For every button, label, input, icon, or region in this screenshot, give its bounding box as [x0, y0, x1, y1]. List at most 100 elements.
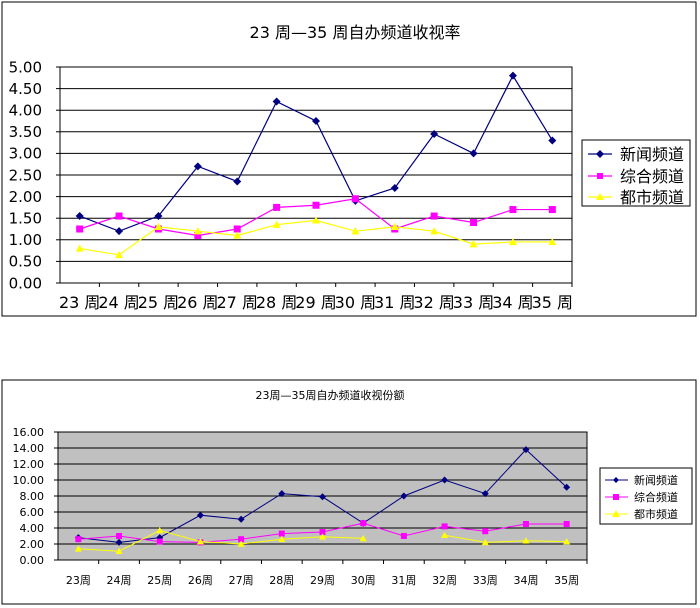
chart1-series-1-point	[312, 201, 320, 209]
chart1-series-0-point	[154, 212, 163, 221]
chart2-x-tick-label: 35周	[554, 574, 579, 587]
chart2-series-2-point	[522, 537, 530, 544]
chart1-series-2-point	[508, 237, 517, 246]
chart1-series-1-point	[548, 206, 556, 214]
chart2-series-1-point	[238, 536, 245, 543]
chart1-series-2-point	[548, 237, 557, 246]
chart1-y-tick-label: 0.00	[9, 274, 42, 292]
chart2-series-0-point	[319, 493, 326, 501]
chart1-series-2-point	[75, 244, 84, 252]
chart2-y-tick-label: 4.00	[20, 522, 45, 535]
chart2-y-tick-label: 0.00	[20, 554, 45, 567]
chart2-y-tick-label: 2.00	[20, 538, 45, 551]
chart2-y-tick-label: 12.00	[13, 458, 45, 471]
chart1-series-2-point	[351, 227, 360, 235]
chart2-series-2-point	[115, 547, 123, 554]
chart1-x-tick-label: 26 周	[177, 293, 218, 312]
chart2-series-1-point	[278, 530, 285, 537]
chart2-y-tick-label: 6.00	[20, 506, 45, 519]
chart2-x-tick-label: 32周	[432, 574, 457, 587]
chart2-x-tick-label: 23周	[66, 574, 91, 587]
chart1-legend-triangle-icon	[596, 193, 604, 200]
chart2-series-1-point	[319, 529, 326, 535]
chart1-y-tick-label: 0.50	[9, 253, 42, 271]
chart2-series-0-point	[522, 446, 530, 454]
chart2-x-tick-label: 31周	[391, 574, 416, 587]
chart2-series-0-point	[441, 476, 449, 484]
chart2-series-2-point	[563, 538, 571, 545]
chart2-series-2-point	[196, 538, 204, 545]
chart1-x-tick-label: 31 周	[374, 293, 415, 312]
chart1-series-1-point	[194, 231, 202, 239]
chart2-series-2-point	[319, 533, 326, 540]
chart2-x-tick-label: 26周	[188, 574, 213, 587]
chart1-x-tick-label: 35 周	[532, 293, 573, 312]
chart1-series-2-point	[193, 227, 202, 235]
chart1-series-1-point	[351, 195, 359, 203]
chart1-plot-area: 0.00 0.50 1.00 1.50 2.00 2.50 3.00 3.50 4.00 4.50…	[9, 58, 573, 312]
chart2-title: 23周—35周自办频道收视份额	[256, 388, 405, 402]
chart1-legend-label-news: 新闻频道	[620, 145, 684, 164]
chart1-series-0-point	[272, 97, 281, 106]
chart1-series-0-point	[469, 149, 478, 158]
chart1-x-tick-label: 30 周	[335, 293, 376, 312]
chart1-y-tick-label: 4.50	[9, 80, 42, 98]
chart1-series-1-point	[115, 212, 123, 220]
chart1-title: 23 周—35 周自办频道收视率	[250, 23, 461, 42]
chart1-series-2-point	[233, 231, 242, 239]
chart2-series-0-point	[278, 490, 286, 498]
chart1-series-0-point	[233, 177, 242, 186]
chart2-series-0-point	[237, 515, 245, 523]
chart1-y-tick-label: 3.50	[9, 123, 42, 141]
chart1-series-1-point	[509, 206, 517, 214]
chart1-series-0-point	[508, 71, 517, 80]
chart1-series-0-point	[548, 136, 557, 145]
chart2-series-1-point	[156, 538, 163, 545]
chart2-series-1-point	[563, 521, 570, 527]
chart2-series-2-point	[441, 531, 449, 538]
chart1-y-tick-label: 1.50	[9, 209, 42, 227]
chart2-legend-diamond-icon	[613, 477, 619, 483]
chart1-series-1-point	[273, 203, 281, 211]
chart1-x-tick-label: 32 周	[413, 293, 454, 312]
chart1-series-1-point	[76, 225, 84, 233]
chart2-legend-label-general: 综合频道	[634, 490, 678, 504]
chart2-x-tick-label: 34周	[513, 574, 538, 587]
chart1-series-0-point	[430, 129, 439, 138]
chart1-y-tick-label: 2.50	[9, 166, 42, 184]
chart1-series-2-point	[272, 220, 281, 228]
chart1-y-tick-label: 4.00	[9, 101, 42, 119]
chart1-series-1-point	[430, 212, 438, 220]
chart1-series-0-point	[193, 162, 202, 171]
chart2-legend: 新闻频道 综合频道 都市频道	[599, 467, 693, 525]
chart2-series-0-point	[196, 511, 204, 519]
chart1-y-tick-label: 2.00	[9, 188, 42, 206]
chart1-series-0-point	[390, 183, 399, 192]
chart1-x-tick-label: 23 周	[59, 293, 100, 312]
chart2-series-2-point	[359, 534, 367, 542]
chart2-series-2-point	[237, 540, 245, 547]
chart2-series-0-point	[481, 490, 489, 498]
chart1-x-tick-label: 24 周	[98, 293, 139, 312]
chart1-legend-label-city: 都市频道	[620, 188, 684, 207]
chart1-x-tick-label: 28 周	[256, 293, 297, 312]
chart1-y-tick-label: 1.00	[9, 231, 42, 249]
chart2-series-2-point	[74, 545, 82, 552]
chart2-y-tick-label: 14.00	[13, 442, 45, 455]
chart2-series-0-point	[563, 483, 571, 491]
chart1-series-2-point	[312, 216, 320, 224]
chart2-y-tick-label: 8.00	[20, 490, 45, 503]
chart2-y-tick-label: 16.00	[13, 426, 45, 439]
chart1-series-1-point	[233, 225, 241, 233]
chart2-plot-area: 0.00 2.00 4.00 6.00 8.00 10.00 12.00 14.00 16.00…	[13, 426, 588, 587]
chart1-legend-square-icon	[597, 173, 603, 179]
chart1-series-0-point	[312, 117, 320, 125]
chart1-x-tick-label: 25 周	[138, 293, 179, 312]
chart1-series-2-point	[390, 222, 399, 231]
chart1-series-2-point	[430, 227, 439, 235]
chart2-series-2-point	[156, 526, 164, 534]
chart1-series-2-point	[469, 240, 478, 248]
chart2-y-tick-label: 10.00	[13, 474, 45, 487]
chart2-x-tick-label: 24周	[107, 574, 132, 587]
chart2-legend-square-icon	[613, 494, 619, 500]
